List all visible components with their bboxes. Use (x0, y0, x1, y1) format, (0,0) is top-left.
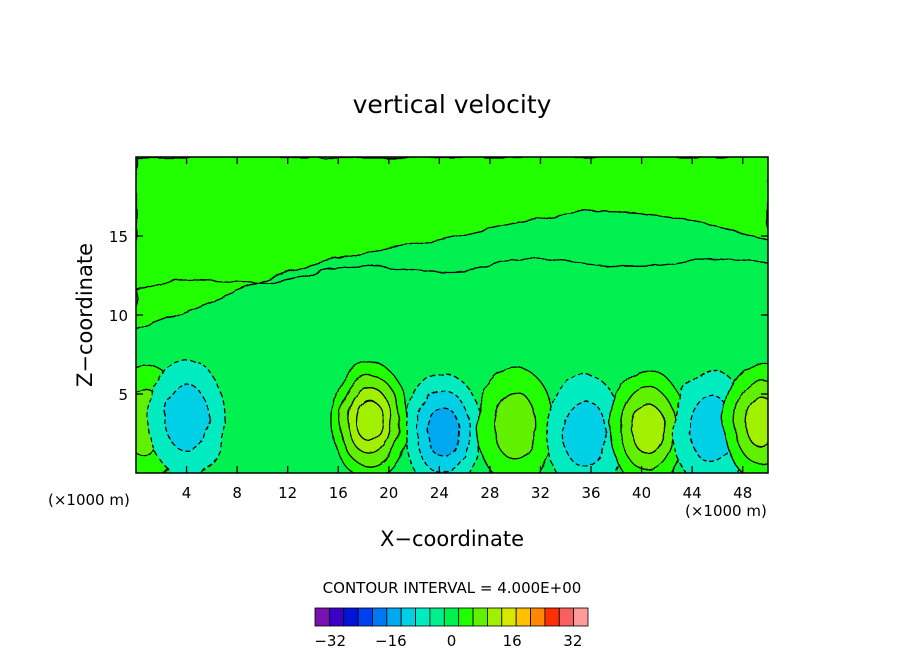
colorbar-swatch (429, 607, 445, 627)
colorbar-tick-label: 16 (503, 632, 522, 650)
colorbar-swatch (530, 607, 546, 627)
x-tick-label: 16 (329, 484, 348, 502)
colorbar-swatch (314, 607, 330, 627)
contour-mid-line (136, 257, 768, 291)
contour-band-downdraft-5-1 (562, 399, 607, 468)
x-axis-label: X−coordinate (380, 527, 524, 551)
colorbar-tick-label: −16 (375, 632, 407, 650)
contour-band-updraft-8-2 (745, 397, 768, 448)
x-tick-label: 28 (480, 484, 499, 502)
y-tick-label: 15 (109, 228, 128, 246)
x-tick-label: 32 (531, 484, 550, 502)
x-tick-label: 48 (733, 484, 752, 502)
chart-title: vertical velocity (353, 90, 552, 119)
x-tick-label: 12 (278, 484, 297, 502)
colorbar-swatch (357, 607, 373, 627)
colorbar-tick-label: 32 (563, 632, 582, 650)
colorbar-swatch (400, 607, 416, 627)
contour-band-updraft-6-2 (631, 403, 665, 455)
x-tick-label: 4 (182, 484, 192, 502)
colorbar-swatch (415, 607, 431, 627)
y-tick-label: 5 (118, 386, 128, 404)
colorbar-swatch (558, 607, 575, 627)
contour-band-downdraft-1-1 (164, 383, 209, 452)
colorbar-swatch (458, 607, 474, 627)
x-unit-label-left: (×1000 m) (48, 491, 130, 509)
plot-area (136, 157, 768, 473)
colorbar-swatch (328, 607, 345, 627)
y-axis-label: Z−coordinate (73, 243, 97, 387)
colorbar-swatch (372, 607, 388, 627)
colorbar-swatch (386, 607, 402, 627)
colorbar-swatch (472, 607, 488, 627)
contour-interval-text: CONTOUR INTERVAL = 4.000E+00 (323, 579, 582, 597)
colorbar-swatch (573, 607, 589, 627)
contour-band-downdraft-3-2 (426, 406, 460, 458)
x-tick-label: 44 (683, 484, 702, 502)
colorbar-swatch (501, 607, 517, 627)
colorbar-swatch (487, 607, 503, 627)
colorbar-swatch (544, 607, 560, 627)
x-tick-label: 40 (632, 484, 651, 502)
x-tick-label: 36 (581, 484, 600, 502)
colorbar-swatch (343, 607, 359, 627)
x-tick-label: 20 (379, 484, 398, 502)
x-tick-label: 24 (430, 484, 449, 502)
colorbar-swatch (443, 607, 460, 627)
contour-band-updraft-4-1 (493, 391, 538, 460)
colorbar-swatch (515, 607, 531, 627)
colorbar-tick-label: 0 (447, 632, 457, 650)
x-tick-label: 8 (232, 484, 242, 502)
x-unit-label-right: (×1000 m) (685, 502, 767, 520)
y-tick-label: 10 (109, 307, 128, 325)
contour-band-updraft-2-3 (355, 399, 384, 443)
colorbar: −32 −16 0 16 32 (314, 607, 589, 650)
colorbar-tick-label: −32 (314, 632, 346, 650)
